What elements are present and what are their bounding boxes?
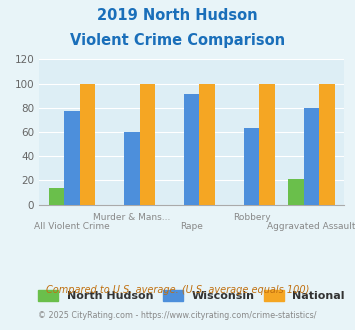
Text: 2019 North Hudson: 2019 North Hudson xyxy=(97,8,258,23)
Bar xyxy=(288,179,304,205)
Bar xyxy=(319,83,335,205)
Text: Aggravated Assault: Aggravated Assault xyxy=(267,221,355,231)
Bar xyxy=(124,132,140,205)
Legend: North Hudson, Wisconsin, National: North Hudson, Wisconsin, National xyxy=(34,286,349,306)
Text: All Violent Crime: All Violent Crime xyxy=(34,221,110,231)
Bar xyxy=(80,83,95,205)
Text: Violent Crime Comparison: Violent Crime Comparison xyxy=(70,33,285,48)
Text: Robbery: Robbery xyxy=(233,213,271,222)
Bar xyxy=(200,83,215,205)
Bar xyxy=(140,83,155,205)
Bar xyxy=(244,128,260,205)
Bar xyxy=(49,188,64,205)
Text: Compared to U.S. average. (U.S. average equals 100): Compared to U.S. average. (U.S. average … xyxy=(46,285,309,295)
Bar xyxy=(184,94,200,205)
Text: © 2025 CityRating.com - https://www.cityrating.com/crime-statistics/: © 2025 CityRating.com - https://www.city… xyxy=(38,311,317,320)
Bar xyxy=(260,83,275,205)
Bar xyxy=(64,112,80,205)
Text: Rape: Rape xyxy=(180,221,203,231)
Bar xyxy=(304,108,319,205)
Text: Murder & Mans...: Murder & Mans... xyxy=(93,213,170,222)
